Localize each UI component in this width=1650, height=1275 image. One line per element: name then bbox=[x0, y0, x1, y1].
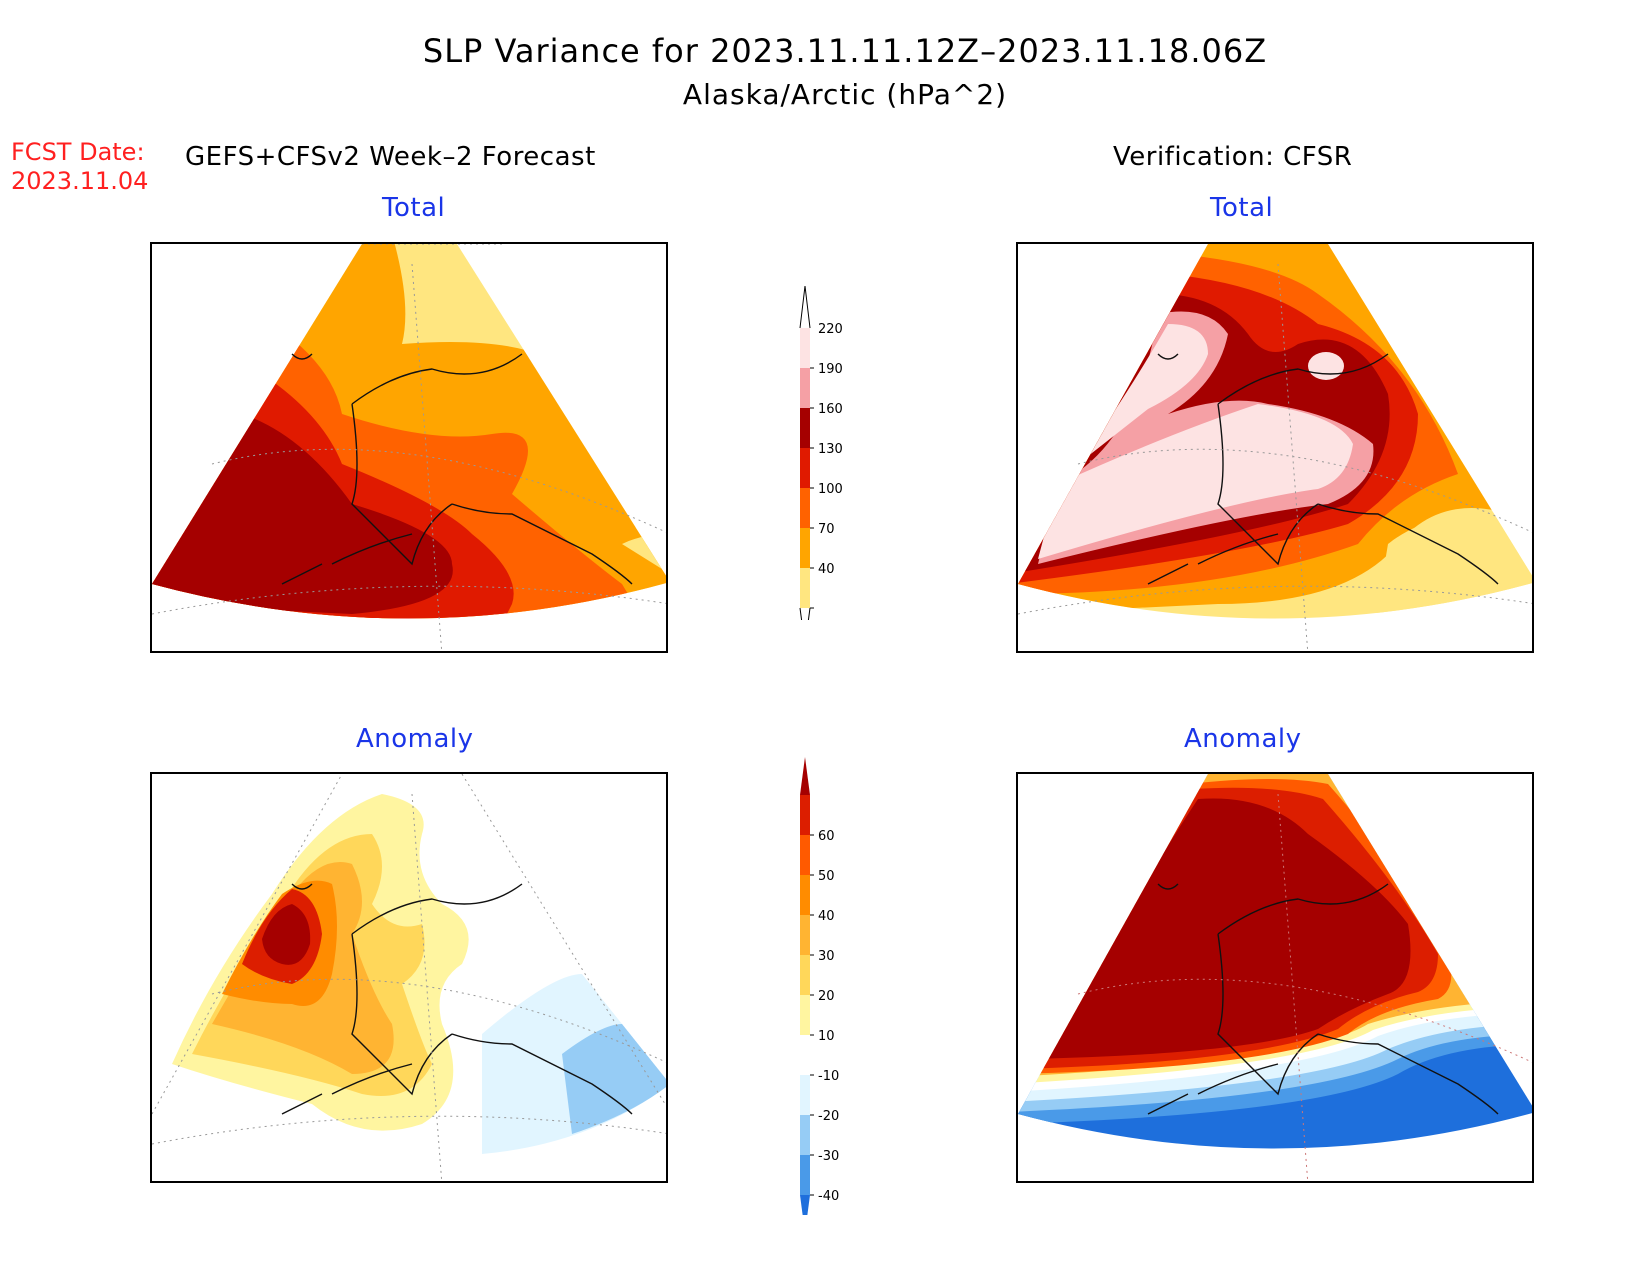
colorbar-band bbox=[800, 408, 810, 448]
coastline-lines bbox=[1147, 883, 1499, 1115]
colorbar-band bbox=[800, 448, 810, 488]
chart-subtitle: Alaska/Arctic (hPa^2) bbox=[682, 78, 1008, 111]
verification-anomaly-label: Anomaly bbox=[1184, 724, 1302, 754]
colorbar-band bbox=[800, 915, 810, 955]
colorbar-tick-label: -40 bbox=[818, 1189, 839, 1204]
colorbar-tick-label: 60 bbox=[818, 829, 835, 844]
verification-total-map bbox=[1016, 242, 1534, 653]
forecast-date-block: FCST Date: 2023.11.04 bbox=[11, 138, 148, 196]
colorbar-bottom-arrow bbox=[799, 607, 811, 620]
anomaly-colorbar-labels: -40 -30 -20 -10 10 20 30 40 50 60 bbox=[810, 829, 839, 1204]
colorbar-band bbox=[800, 835, 810, 875]
colorbar-tick-label: 20 bbox=[818, 989, 835, 1004]
colorbar-top-arrow bbox=[799, 285, 811, 329]
forecast-anomaly-map bbox=[150, 772, 668, 1183]
colorbar-band bbox=[800, 955, 810, 995]
colorbar-band bbox=[800, 995, 810, 1035]
verification-anomaly-map bbox=[1016, 772, 1534, 1183]
colorbar-tick-label: 10 bbox=[818, 1029, 835, 1044]
colorbar-band bbox=[800, 1155, 810, 1195]
colorbar-band bbox=[800, 1035, 810, 1075]
graticule-lines bbox=[1018, 263, 1532, 651]
colorbar-band bbox=[800, 1115, 810, 1155]
colorbar-tick-label: 220 bbox=[818, 322, 843, 337]
colorbar-band bbox=[800, 1075, 810, 1115]
colorbar-tick-label: -10 bbox=[818, 1069, 839, 1084]
anomaly-colorbar-bands bbox=[800, 757, 810, 1215]
colorbar-band bbox=[800, 328, 810, 368]
colorbar-bottom-arrow bbox=[800, 1195, 810, 1215]
forecast-total-map bbox=[150, 242, 668, 653]
forecast-anomaly-label: Anomaly bbox=[356, 724, 474, 754]
colorbar-tick-label: 30 bbox=[818, 949, 835, 964]
colorbar-tick-label: -30 bbox=[818, 1149, 839, 1164]
colorbar-band bbox=[800, 488, 810, 528]
colorbar-tick-label: 40 bbox=[818, 562, 835, 577]
total-colorbar-bands bbox=[799, 285, 811, 620]
colorbar-band bbox=[800, 568, 810, 608]
colorbar-tick-label: 100 bbox=[818, 482, 843, 497]
fcst-date-label: FCST Date: bbox=[11, 138, 145, 166]
coastline-lines bbox=[281, 353, 633, 585]
coastline-lines bbox=[1147, 353, 1499, 585]
colorbar-tick-label: -20 bbox=[818, 1109, 839, 1124]
colorbar-band bbox=[800, 368, 810, 408]
colorbar-tick-label: 160 bbox=[818, 402, 843, 417]
colorbar-top-arrow bbox=[800, 757, 810, 795]
graticule-lines bbox=[1077, 793, 1532, 1181]
fcst-date-value: 2023.11.04 bbox=[11, 167, 149, 195]
colorbar-tick-label: 70 bbox=[818, 522, 835, 537]
total-colorbar: 40 70 100 130 160 190 220 bbox=[799, 285, 843, 620]
colorbar-band bbox=[800, 875, 810, 915]
colorbar-tick-label: 50 bbox=[818, 869, 835, 884]
coastline-lines bbox=[281, 883, 633, 1115]
colorbar-tick-label: 130 bbox=[818, 442, 843, 457]
colorbar-tick-label: 40 bbox=[818, 909, 835, 924]
colorbar-band bbox=[800, 795, 810, 835]
colorbar-band bbox=[800, 528, 810, 568]
colorbar-tick-label: 190 bbox=[818, 362, 843, 377]
total-colorbar-labels: 40 70 100 130 160 190 220 bbox=[810, 322, 843, 609]
anomaly-colorbar: -40 -30 -20 -10 10 20 30 40 50 60 bbox=[800, 757, 839, 1215]
forecast-total-label: Total bbox=[382, 193, 446, 223]
graticule-lines bbox=[152, 774, 666, 1181]
chart-title: SLP Variance for 2023.11.11.12Z–2023.11.… bbox=[422, 32, 1268, 70]
verification-total-label: Total bbox=[1210, 193, 1274, 223]
verification-label: Verification: CFSR bbox=[1113, 142, 1353, 172]
forecast-model-label: GEFS+CFSv2 Week–2 Forecast bbox=[185, 142, 596, 172]
